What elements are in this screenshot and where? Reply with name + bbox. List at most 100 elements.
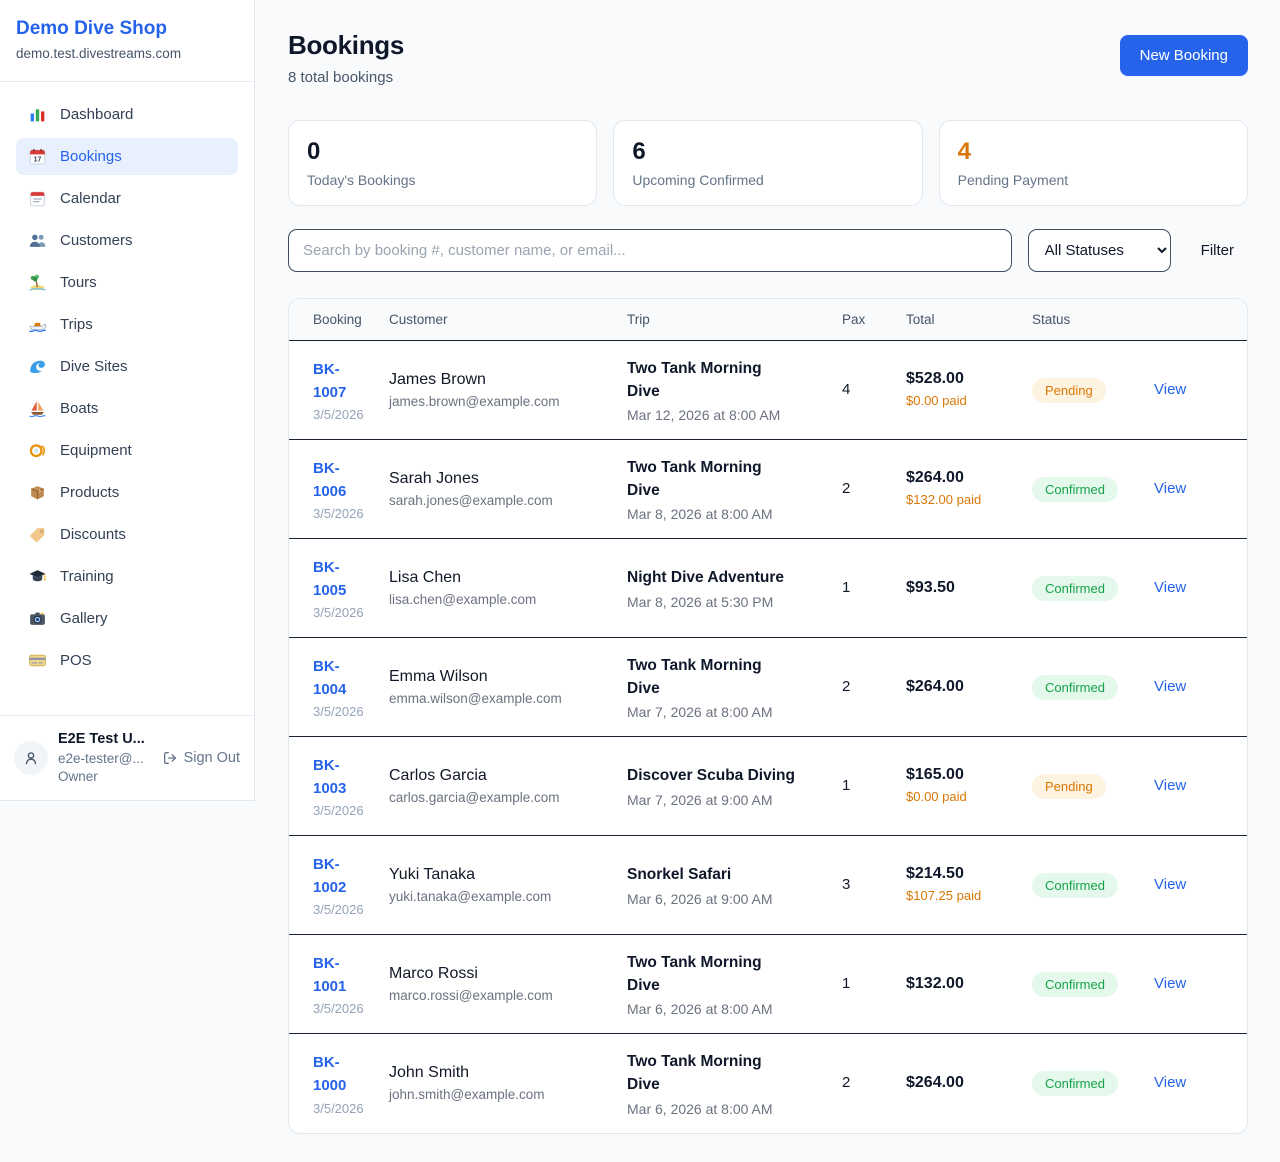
sidebar-item-discounts[interactable]: Discounts [16,516,238,553]
status-select[interactable]: All Statuses [1027,229,1171,272]
sign-out-button[interactable]: Sign Out [162,750,240,766]
sidebar-item-label: Trips [60,316,93,333]
total-amount: $132.00 [906,975,964,992]
sidebar-item-label: Customers [60,232,133,249]
booking-created-date: 3/5/2026 [313,803,364,819]
sidebar-item-gallery[interactable]: Gallery [16,600,238,637]
sidebar-item-dashboard[interactable]: Dashboard [16,96,238,133]
table-row: BK-1003 3/5/2026 Carlos Garcia carlos.ga… [289,736,1247,836]
amount-paid: $0.00 paid [906,392,967,408]
sidebar-item-label: Boats [60,400,99,417]
view-link[interactable]: View [1154,579,1187,596]
sidebar-item-label: Tours [60,274,97,291]
status-badge: Confirmed [1032,674,1118,700]
calendar-date-icon: 17 [28,147,47,166]
pax-count: 1 [842,777,851,794]
status-badge: Pending [1032,773,1106,799]
pax-count: 2 [842,1074,851,1092]
view-link[interactable]: View [1154,678,1187,695]
sidebar-item-label: Bookings [60,148,122,165]
booking-created-date: 3/5/2026 [313,1100,364,1116]
customer-email: lisa.chen@example.com [389,592,537,607]
sidebar-item-label: Discounts [60,526,126,543]
shop-domain: demo.test.divestreams.com [16,46,182,61]
customer-email: marco.rossi@example.com [389,988,553,1003]
booking-id-link[interactable]: BK-1000 [313,1054,347,1095]
trip-datetime: Mar 6, 2026 at 8:00 AM [627,1100,773,1117]
sidebar-item-label: Dashboard [60,106,134,123]
stat-card-upcoming-confirmed: 6 Upcoming Confirmed [613,120,923,206]
view-link[interactable]: View [1154,381,1187,398]
stat-value: 4 [957,138,972,165]
trip-datetime: Mar 8, 2026 at 5:30 PM [627,593,774,610]
total-amount: $528.00 [906,369,964,387]
sidebar-item-calendar[interactable]: Calendar [16,180,238,217]
sidebar-item-training[interactable]: Training [16,558,238,595]
amount-paid: $132.00 paid [906,491,982,507]
pax-count: 3 [842,876,851,893]
pax-count: 2 [842,678,851,695]
tear-off-calendar-icon [28,189,47,208]
sidebar-item-label: Calendar [60,190,121,207]
booking-id-link[interactable]: BK-1007 [313,360,347,401]
table-row: BK-1006 3/5/2026 Sarah Jones sarah.jones… [289,439,1247,539]
booking-id-link[interactable]: BK-1002 [313,855,347,896]
booking-created-date: 3/5/2026 [313,506,364,522]
sidebar-item-boats[interactable]: Boats [16,390,238,427]
sidebar: Demo Dive Shop demo.test.divestreams.com… [0,0,255,801]
total-amount: $264.00 [906,468,964,486]
user-meta: E2E Test U... e2e-tester@... Owner [58,730,145,786]
trip-datetime: Mar 7, 2026 at 8:00 AM [627,704,773,721]
user-role: Owner [58,768,98,784]
booking-id-link[interactable]: BK-1005 [313,558,347,599]
pax-count: 2 [842,480,851,497]
customer-name: Emma Wilson [389,668,488,685]
filter-row: All Statuses Filter [288,229,1248,272]
sidebar-item-bookings[interactable]: 17 Bookings [16,138,238,175]
view-link[interactable]: View [1154,1074,1187,1092]
sidebar-item-tours[interactable]: Tours [16,264,238,301]
customer-name: Carlos Garcia [389,767,487,784]
new-booking-button[interactable]: New Booking [1119,35,1248,76]
search-input[interactable] [288,229,1012,272]
table-body: BK-1007 3/5/2026 James Brown james.brown… [289,341,1247,1133]
sidebar-item-equipment[interactable]: Equipment [16,432,238,469]
sidebar-item-dive-sites[interactable]: Dive Sites [16,348,238,385]
view-link[interactable]: View [1154,975,1187,992]
customer-name: Sarah Jones [389,470,479,487]
stats-row: 0 Today's Bookings 6 Upcoming Confirmed … [288,120,1248,206]
view-link[interactable]: View [1154,480,1187,497]
sidebar-item-pos[interactable]: POS [16,642,238,679]
view-link[interactable]: View [1154,876,1187,893]
trip-name: Two Tank Morning Dive [627,458,762,499]
sidebar-item-trips[interactable]: Trips [16,306,238,343]
trip-name: Two Tank Morning Dive [627,1053,762,1094]
trip-name: Discover Scuba Diving [627,767,795,785]
customer-name: James Brown [389,371,486,388]
stat-value: 6 [632,138,646,165]
customer-email: sarah.jones@example.com [389,493,553,508]
diving-mask-icon [28,441,47,460]
page-subtitle: 8 total bookings [288,69,394,86]
amount-paid: $0.00 paid [906,788,967,804]
island-icon [28,273,47,292]
wave-icon [28,357,47,376]
booking-id-link[interactable]: BK-1003 [313,756,347,797]
total-amount: $214.50 [906,864,964,882]
sidebar-item-products[interactable]: Products [16,474,238,511]
column-header-trip: Trip [615,299,830,341]
booking-id-link[interactable]: BK-1006 [313,459,347,500]
status-badge: Confirmed [1032,575,1118,601]
credit-card-icon [28,651,47,670]
sidebar-item-label: Training [60,568,114,585]
total-amount: $165.00 [906,765,964,783]
filter-button[interactable]: Filter [1187,242,1248,259]
booking-id-link[interactable]: BK-1004 [313,657,347,698]
booking-id-link[interactable]: BK-1001 [313,954,347,995]
amount-paid: $107.25 paid [906,887,982,903]
brand-title: Demo Dive Shop [16,18,167,39]
sidebar-item-customers[interactable]: Customers [16,222,238,259]
view-link[interactable]: View [1154,777,1187,794]
status-badge: Confirmed [1032,1070,1118,1096]
